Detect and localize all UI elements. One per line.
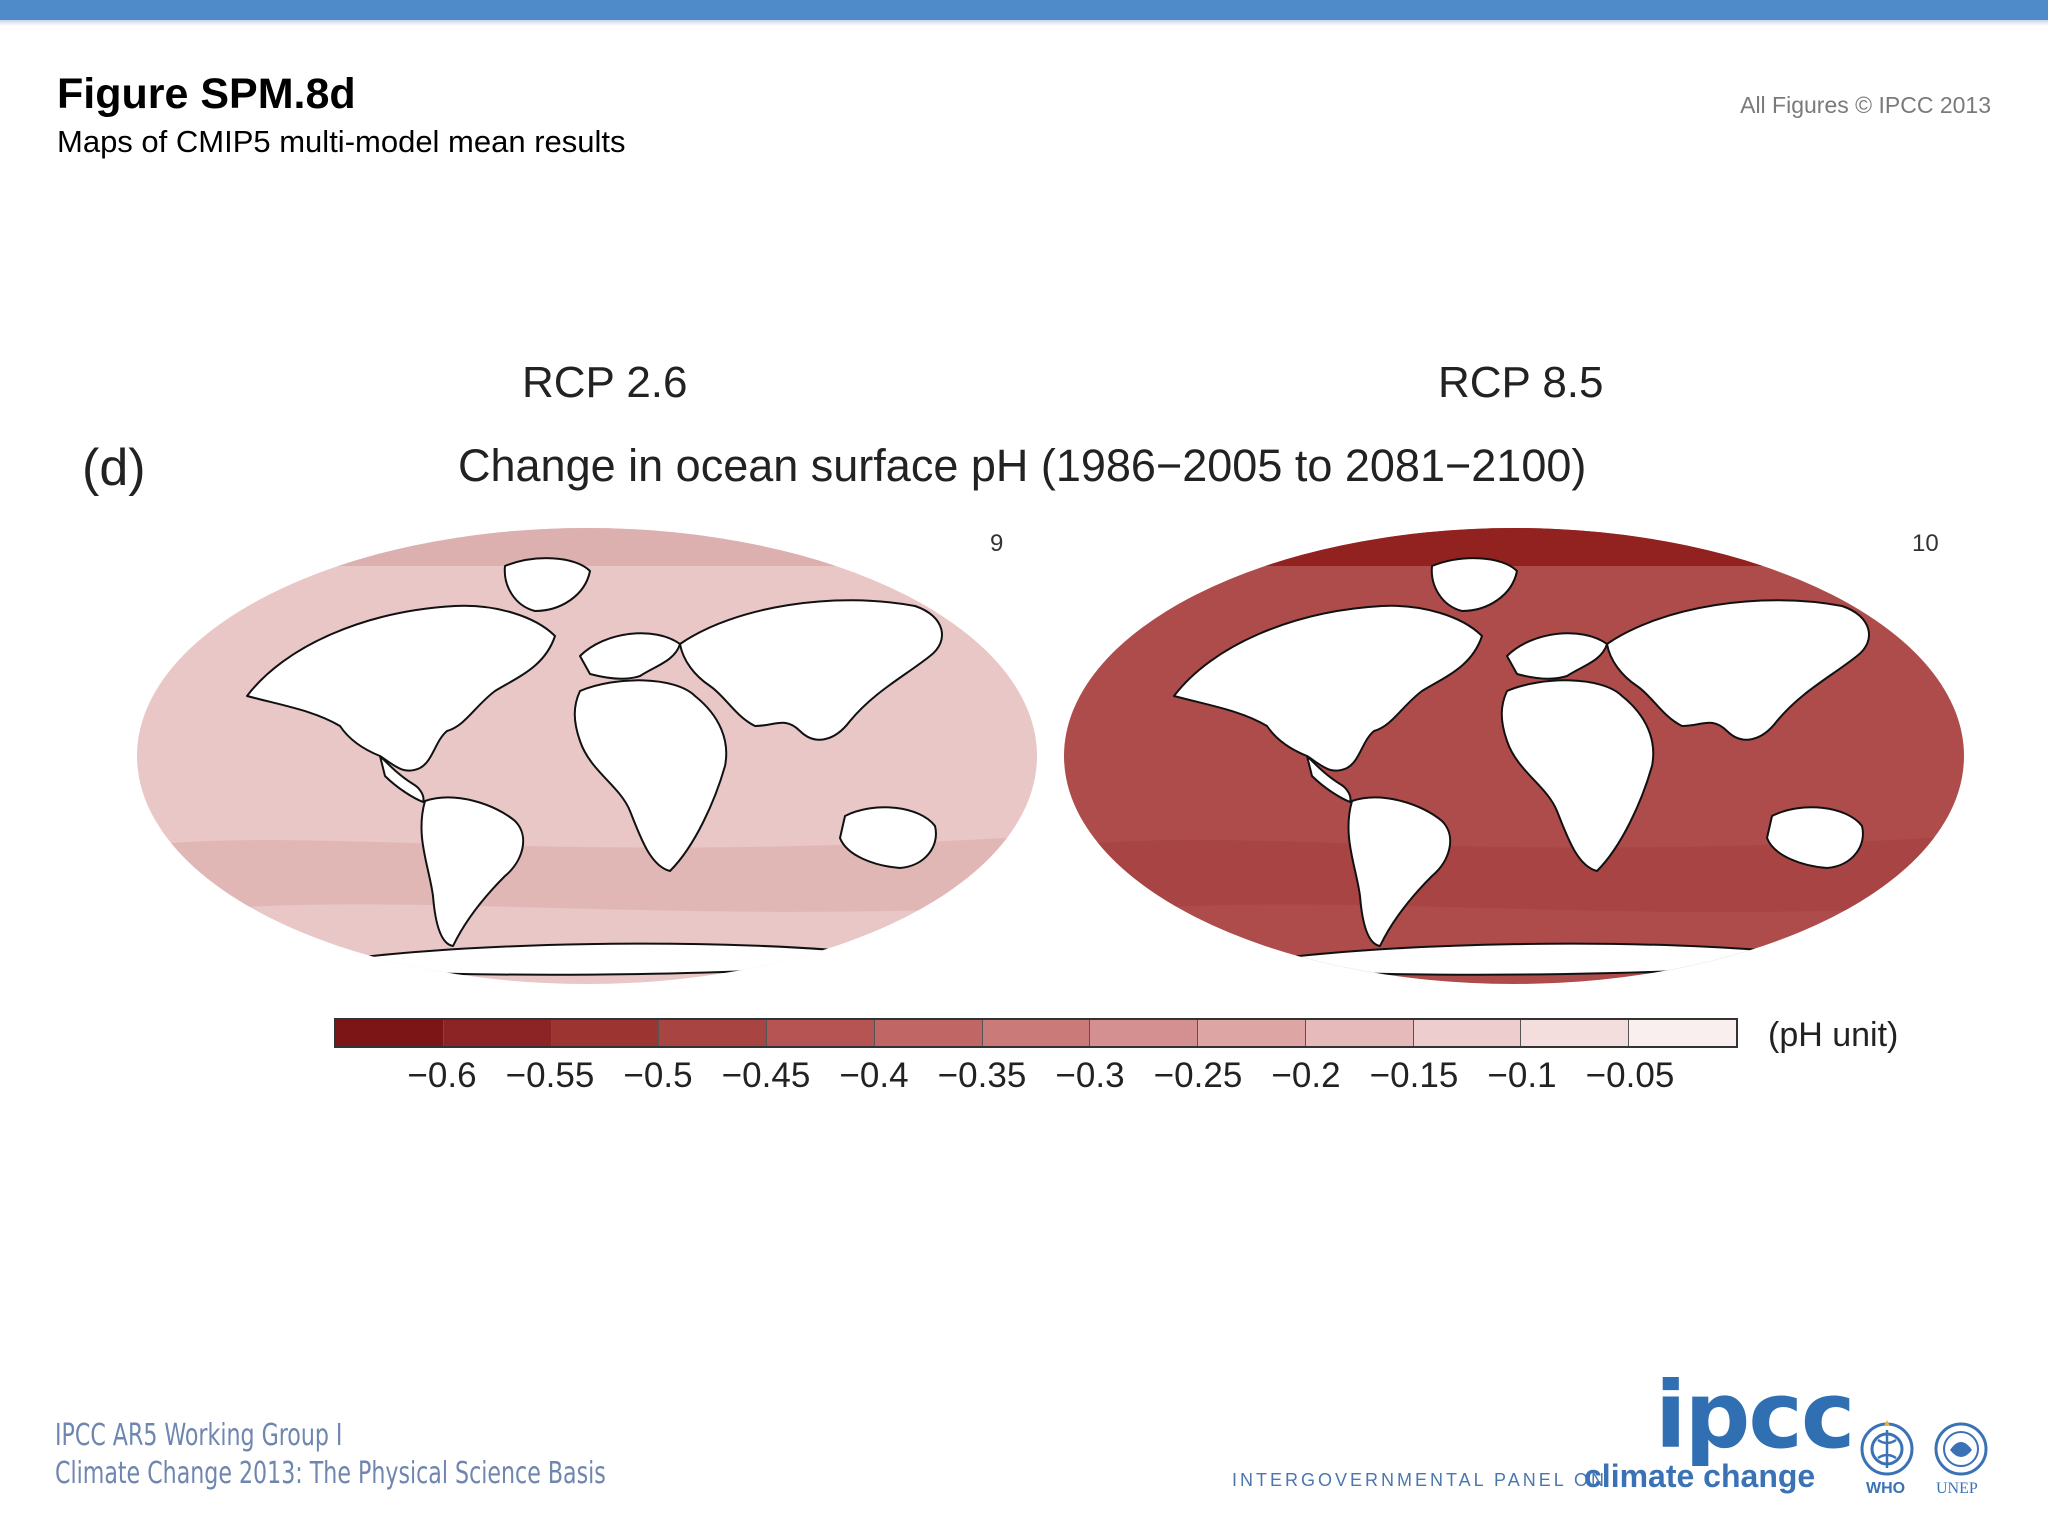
colorbar-tick-label: −0.5 [623,1056,693,1095]
ipcc-logo-climate-text: climate change [1584,1458,1816,1494]
world-map-rcp85 [1064,528,1964,984]
colorbar-swatch [443,1020,552,1046]
who-label: WHO [1866,1480,1906,1497]
footer-working-group: IPCC AR5 Working Group I [55,1418,343,1453]
continent-greenland [1430,557,1518,612]
unep-label: UNEP [1936,1480,1978,1497]
footer-report-title: Climate Change 2013: The Physical Scienc… [55,1456,606,1491]
model-count-rcp26: 9 [990,530,1004,557]
colorbar-tick-label: −0.55 [505,1056,595,1095]
colorbar-tick-label: −0.1 [1487,1056,1557,1095]
map-title: Change in ocean surface pH (1986−2005 to… [458,440,1587,491]
panel-label: (d) [82,439,146,497]
colorbar-swatch [1413,1020,1522,1046]
scenario-label-rcp85: RCP 8.5 [1438,358,1604,407]
arctic-ocean-area [137,528,1037,566]
colorbar-swatch [659,1020,768,1046]
continent-north-america [246,604,556,772]
continent-africa [1500,679,1655,872]
continent-australia [1766,806,1864,869]
colorbar-swatch [551,1020,660,1046]
continent-europe [579,632,681,680]
model-count-rcp85: 10 [1912,530,1939,557]
ipcc-logo-panel-text: INTERGOVERNMENTAL PANEL ON [1232,1470,1608,1490]
continent-asia [679,599,943,741]
world-map-rcp26 [137,528,1037,984]
figure-title: Figure SPM.8d [57,70,356,118]
colorbar-swatch [767,1020,875,1046]
colorbar-tick-label: −0.6 [407,1056,477,1095]
top-bar [0,0,2048,20]
continent-australia [839,806,937,869]
colorbar-tick-label: −0.05 [1585,1056,1675,1095]
continent-greenland [503,557,591,612]
arctic-ocean-area [1064,528,1964,566]
colorbar-tick-label: −0.3 [1055,1056,1125,1095]
colorbar-swatch [1629,1020,1736,1046]
continent-europe [1506,632,1608,680]
colorbar-swatch [982,1020,1091,1046]
colorbar-swatch [1090,1020,1199,1046]
colorbar-tick-label: −0.45 [721,1056,811,1095]
colorbar [334,1018,1738,1048]
colorbar-swatch [1521,1020,1630,1046]
colorbar-tick-label: −0.35 [937,1056,1027,1095]
colorbar-tick-label: −0.2 [1271,1056,1341,1095]
colorbar-swatch [1198,1020,1306,1046]
colorbar-swatch [1305,1020,1414,1046]
continent-asia [1606,599,1870,741]
who-emblem-icon [1860,1420,1914,1476]
figure-subtitle: Maps of CMIP5 multi-model mean results [57,124,626,159]
continent-south-america [1347,796,1452,947]
southern-ocean-band [137,836,1037,916]
colorbar-swatch [336,1020,444,1046]
colorbar-tick-label: −0.4 [839,1056,909,1095]
ipcc-logo: ipcc [1655,1362,1855,1469]
scenario-label-rcp26: RCP 2.6 [522,358,688,407]
unep-emblem-icon [1934,1422,1988,1476]
colorbar-unit: (pH unit) [1768,1016,1899,1054]
colorbar-tick-label: −0.15 [1369,1056,1459,1095]
copyright-notice: All Figures © IPCC 2013 [1740,92,1991,118]
continent-south-america [420,796,525,947]
colorbar-tick-label: −0.25 [1153,1056,1243,1095]
continent-africa [573,679,728,872]
continent-central-america [379,755,425,803]
top-bar-shadow [0,20,2048,26]
continent-central-america [1306,755,1352,803]
continent-north-america [1173,604,1483,772]
southern-ocean-band [1064,836,1964,916]
colorbar-swatch [874,1020,983,1046]
